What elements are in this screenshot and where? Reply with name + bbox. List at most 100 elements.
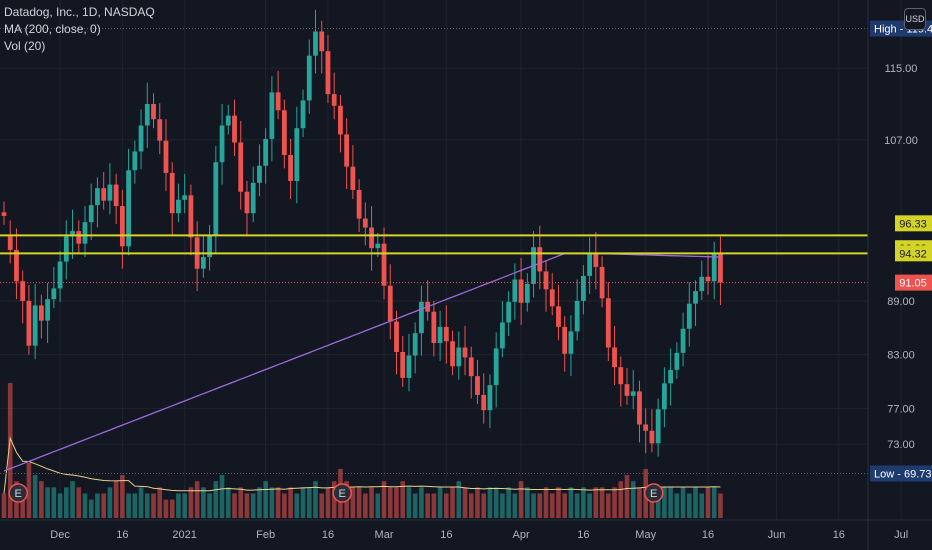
candle-body[interactable]: [668, 369, 674, 384]
candle[interactable]: [207, 224, 212, 271]
candle-body[interactable]: [493, 348, 499, 386]
candle[interactable]: [263, 128, 269, 184]
candle[interactable]: [674, 342, 680, 379]
candle-body[interactable]: [468, 357, 474, 377]
candle-body[interactable]: [306, 55, 312, 101]
candle[interactable]: [568, 315, 574, 377]
candle-body[interactable]: [556, 306, 561, 327]
candle[interactable]: [468, 346, 474, 399]
candle[interactable]: [686, 282, 692, 347]
time-axis[interactable]: Dec 16 2021 Feb 16 Mar 16 Apr 16 May 16 Jun 16 Jul: [0, 519, 932, 541]
candle[interactable]: [680, 312, 686, 367]
candle-body[interactable]: [462, 347, 468, 358]
candle[interactable]: [394, 310, 399, 375]
candle-body[interactable]: [450, 341, 455, 367]
candle-body[interactable]: [568, 331, 574, 354]
candle-body[interactable]: [711, 252, 717, 282]
candle-body[interactable]: [518, 279, 524, 303]
candle[interactable]: [57, 250, 63, 302]
candle-body[interactable]: [443, 326, 449, 342]
candle-body[interactable]: [705, 276, 711, 282]
candle[interactable]: [500, 300, 505, 358]
candle-body[interactable]: [219, 125, 225, 163]
candle[interactable]: [400, 335, 406, 387]
candle-body[interactable]: [419, 301, 424, 334]
candle[interactable]: [300, 89, 306, 138]
candle-body[interactable]: [26, 300, 32, 346]
candle[interactable]: [612, 326, 617, 386]
candle-body[interactable]: [126, 170, 131, 247]
candle-body[interactable]: [661, 383, 667, 410]
candle-body[interactable]: [524, 283, 530, 303]
candle-body[interactable]: [263, 138, 269, 166]
candle[interactable]: [475, 360, 480, 404]
candle[interactable]: [176, 183, 181, 223]
candle[interactable]: [182, 173, 188, 214]
candle[interactable]: [113, 173, 119, 224]
candle-body[interactable]: [562, 326, 568, 354]
candle-body[interactable]: [624, 384, 630, 396]
candle[interactable]: [518, 257, 524, 326]
candle[interactable]: [356, 179, 362, 233]
candle[interactable]: [549, 273, 555, 316]
candle-body[interactable]: [362, 218, 368, 228]
candle-body[interactable]: [107, 184, 113, 201]
candle[interactable]: [32, 283, 38, 360]
candle[interactable]: [705, 255, 711, 295]
candle-body[interactable]: [63, 236, 69, 262]
candle-body[interactable]: [400, 351, 406, 378]
candle[interactable]: [556, 284, 561, 341]
candle[interactable]: [119, 189, 125, 269]
candle-body[interactable]: [580, 275, 586, 301]
candle[interactable]: [481, 373, 487, 424]
candle-body[interactable]: [76, 231, 82, 244]
candle[interactable]: [537, 225, 543, 290]
candle[interactable]: [643, 408, 649, 454]
candle[interactable]: [718, 236, 723, 305]
candle-body[interactable]: [51, 288, 57, 300]
candle-body[interactable]: [232, 115, 237, 143]
candle[interactable]: [244, 180, 250, 236]
candle[interactable]: [699, 260, 705, 301]
candle[interactable]: [649, 409, 655, 453]
candle[interactable]: [543, 260, 549, 312]
candle[interactable]: [338, 95, 343, 153]
candle-body[interactable]: [394, 321, 399, 352]
earnings-icon[interactable]: [332, 483, 352, 503]
candle-body[interactable]: [57, 261, 63, 289]
candle-body[interactable]: [655, 409, 661, 444]
candle[interactable]: [138, 109, 144, 170]
candle[interactable]: [200, 235, 206, 278]
candle-body[interactable]: [680, 328, 686, 353]
currency-button[interactable]: USD: [904, 8, 926, 30]
candle[interactable]: [250, 166, 256, 223]
earnings-marker[interactable]: E: [332, 483, 352, 503]
candle-body[interactable]: [325, 51, 331, 95]
candle-body[interactable]: [637, 391, 642, 425]
candle[interactable]: [493, 332, 499, 408]
candle[interactable]: [462, 326, 468, 376]
candle[interactable]: [637, 380, 642, 443]
candle-body[interactable]: [412, 333, 418, 356]
candle-body[interactable]: [686, 303, 692, 329]
candle-body[interactable]: [113, 184, 119, 207]
candle[interactable]: [294, 106, 300, 204]
candle[interactable]: [107, 163, 113, 215]
candle[interactable]: [1, 201, 7, 225]
candle-body[interactable]: [344, 134, 350, 167]
candle-body[interactable]: [176, 199, 181, 214]
candle-body[interactable]: [163, 140, 169, 173]
candle-body[interactable]: [506, 301, 512, 323]
candle-body[interactable]: [281, 110, 287, 156]
candle-body[interactable]: [437, 326, 443, 344]
candle[interactable]: [232, 99, 237, 156]
candle-body[interactable]: [88, 205, 94, 223]
candle-body[interactable]: [456, 347, 462, 367]
candle-body[interactable]: [537, 247, 543, 272]
candle-body[interactable]: [225, 115, 231, 126]
candle-body[interactable]: [250, 182, 256, 214]
candle[interactable]: [574, 279, 580, 341]
candle-body[interactable]: [618, 367, 624, 385]
earnings-icon[interactable]: [643, 483, 664, 503]
candle[interactable]: [151, 93, 156, 129]
